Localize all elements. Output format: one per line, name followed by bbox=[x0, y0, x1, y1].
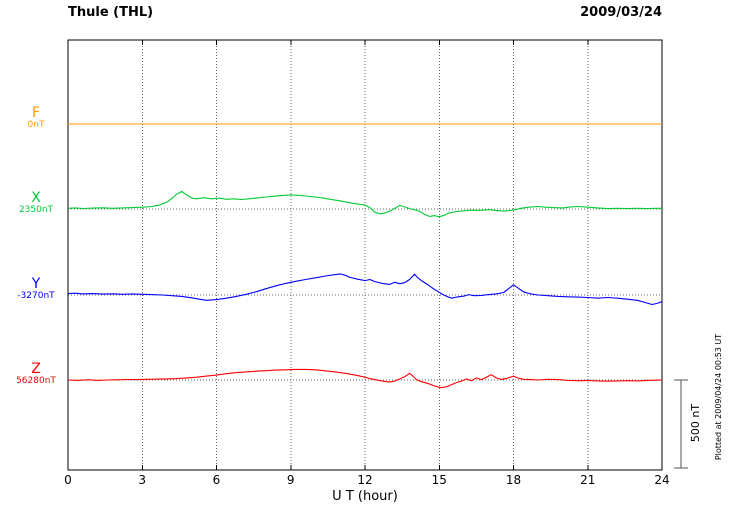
trace-Z bbox=[67, 368, 663, 389]
channel-name: Z bbox=[31, 361, 41, 377]
channel-label-Y: Y -3270nT bbox=[8, 277, 64, 301]
channel-baseline: 2350nT bbox=[18, 204, 54, 215]
plot-date: 2009/03/24 bbox=[580, 5, 662, 20]
channel-label-X: X 2350nT bbox=[8, 191, 64, 215]
x-axis-label: U T (hour) bbox=[332, 489, 398, 504]
channel-baseline: -3270nT bbox=[17, 290, 55, 301]
plotted-at-note: Plotted at 2009/04/24 00:53 UT bbox=[714, 333, 723, 461]
x-tick-label: 12 bbox=[357, 473, 373, 487]
x-tick-label: 9 bbox=[286, 473, 295, 487]
channel-name: Y bbox=[31, 276, 41, 292]
channel-baseline: 56280nT bbox=[16, 375, 56, 386]
station-title: Thule (THL) bbox=[68, 5, 154, 20]
channel-label-F: F 0nT bbox=[8, 106, 64, 130]
x-tick-label: 15 bbox=[431, 473, 447, 487]
plot-border bbox=[67, 39, 663, 471]
x-tick-label: 0 bbox=[64, 473, 72, 487]
channel-label-Z: Z 56280nT bbox=[8, 362, 64, 386]
channel-baseline: 0nT bbox=[27, 119, 45, 130]
channel-name: X bbox=[31, 190, 41, 206]
x-tick-label: 3 bbox=[138, 473, 147, 487]
scale-bar-label: 500 nT bbox=[689, 403, 702, 443]
x-tick-label: 21 bbox=[580, 473, 596, 487]
x-tick-label: 6 bbox=[212, 473, 221, 487]
channel-name: F bbox=[31, 105, 41, 121]
trace-Y bbox=[67, 273, 663, 306]
x-tick-label: 24 bbox=[654, 473, 670, 487]
trace-X bbox=[67, 190, 662, 218]
x-tick-label: 18 bbox=[505, 473, 522, 487]
